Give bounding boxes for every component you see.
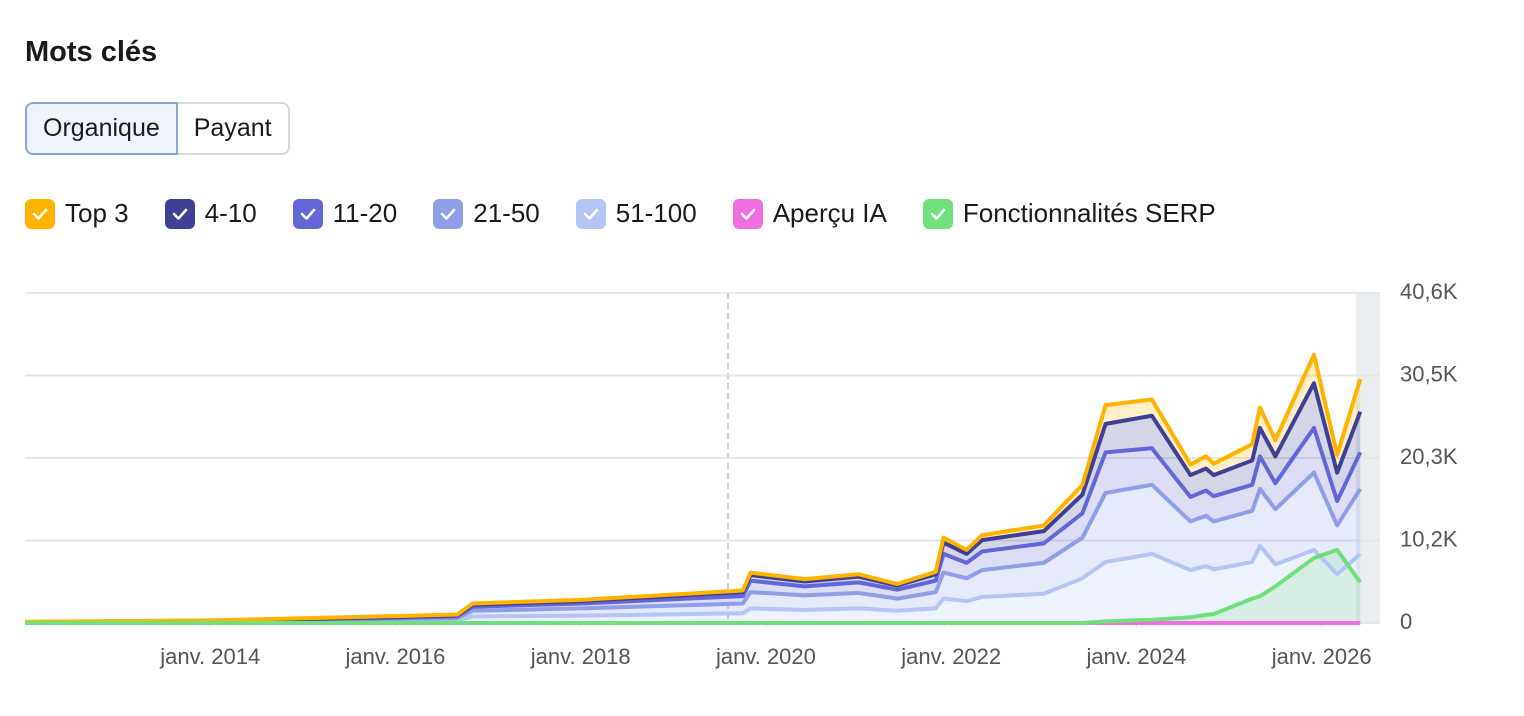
legend-item[interactable]: 4-10: [164, 198, 257, 229]
legend-item[interactable]: Fonctionnalités SERP: [922, 198, 1216, 229]
check: [930, 208, 946, 220]
section-title: Mots clés: [25, 36, 158, 68]
y-tick-label: 0: [1400, 609, 1412, 634]
legend-checkbox[interactable]: [164, 198, 195, 229]
series-line: [24, 470, 1362, 625]
tab-group: Organique Payant: [25, 102, 290, 155]
series-line: [25, 547, 1362, 625]
areas: [25, 354, 1361, 623]
legend-label: 51-100: [615, 198, 697, 228]
legend-checkbox[interactable]: [922, 198, 953, 229]
legend-checkbox[interactable]: [732, 198, 763, 229]
series-line: [24, 352, 1363, 624]
x-tick-label: janv. 2026: [1271, 644, 1372, 669]
x-tick-label: janv. 2016: [345, 644, 446, 669]
legend-checkbox[interactable]: [25, 198, 55, 229]
legend-label: Fonctionnalités SERP: [962, 198, 1216, 228]
legend-item[interactable]: Aperçu IA: [732, 198, 887, 229]
x-tick-label: janv. 2020: [715, 644, 816, 669]
check: [300, 208, 315, 220]
legend-item[interactable]: Top 3: [25, 198, 129, 229]
legend-checkbox[interactable]: [292, 198, 323, 229]
tab[interactable]: Payant: [177, 102, 290, 155]
x-tick-label: janv. 2024: [1085, 644, 1186, 669]
check: [172, 208, 187, 220]
check: [740, 208, 756, 220]
series-line: [24, 425, 1363, 625]
legend-label: Aperçu IA: [772, 198, 887, 228]
legend-checkbox[interactable]: [433, 198, 464, 229]
series-line: [24, 543, 1362, 625]
legend-label: 4-10: [204, 198, 257, 228]
legend-label: Top 3: [65, 198, 129, 228]
legend-label: 11-20: [332, 198, 398, 228]
legend-item[interactable]: 11-20: [292, 198, 398, 229]
y-tick-label: 30,5K: [1400, 361, 1458, 386]
chart: 0 10,2K 20,3K 30,5K 40,6K janv. 2014 janv. 201…: [24, 279, 1458, 669]
legend-checkbox[interactable]: [575, 198, 606, 229]
check: [440, 208, 456, 220]
legend-item[interactable]: 51-100: [575, 198, 697, 229]
area: [25, 545, 1361, 623]
y-tick-label: 10,2K: [1400, 526, 1458, 551]
y-tick-label: 20,3K: [1400, 444, 1458, 469]
tab[interactable]: Organique: [25, 102, 178, 155]
legend-item[interactable]: 21-50: [433, 198, 540, 229]
y-tick-label: 40,6K: [1400, 279, 1458, 304]
legend: Top 3 4-10 11-20 21-50 51-100 Aperçu IA Foncti…: [25, 198, 1216, 229]
x-tick-label: janv. 2014: [159, 644, 260, 669]
x-tick-label: janv. 2022: [900, 644, 1001, 669]
area: [25, 472, 1361, 623]
legend-label: 21-50: [473, 198, 540, 228]
area: [25, 549, 1361, 623]
x-tick-label: janv. 2018: [530, 644, 631, 669]
lines: [24, 352, 1363, 625]
check: [583, 208, 599, 220]
labels: 0 10,2K 20,3K 30,5K 40,6K janv. 2014 janv. 201…: [159, 279, 1458, 669]
check: [32, 208, 48, 220]
